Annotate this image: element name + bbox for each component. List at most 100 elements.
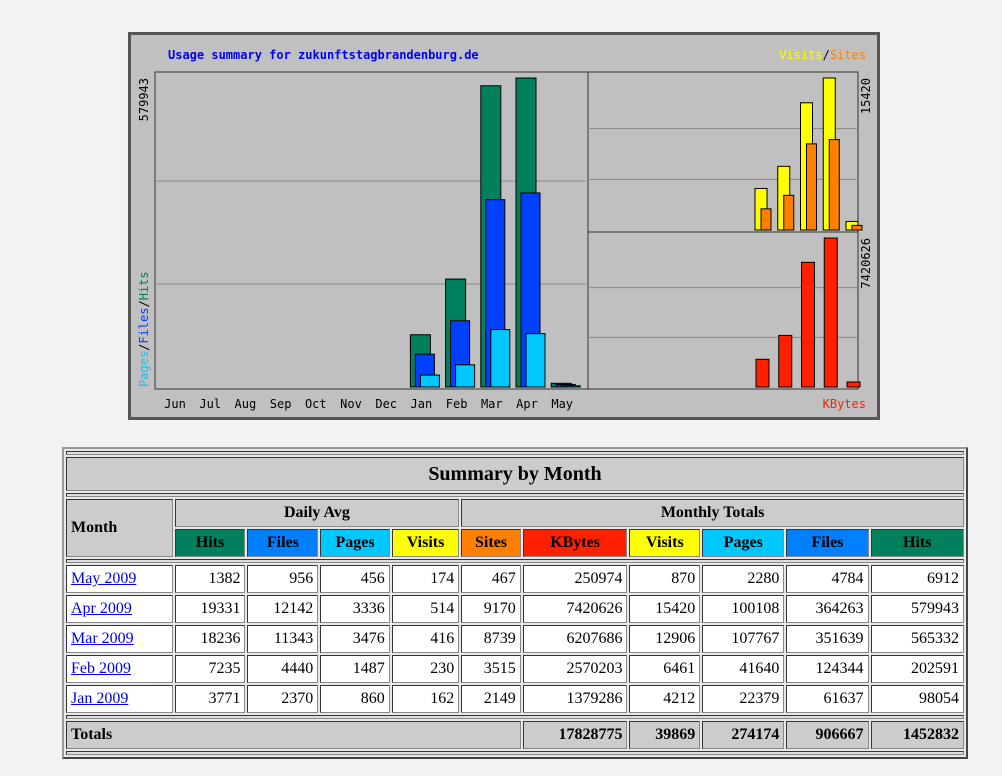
data-row: Jan 2009 3771 2370 860 162 2149 1379286 4212 223… <box>66 685 964 713</box>
month-label: Sep <box>270 397 292 411</box>
value-cell: 6461 <box>629 655 701 683</box>
kbytes-label: KBytes <box>823 397 866 411</box>
month-label: Mar <box>481 397 503 411</box>
value-cell: 41640 <box>702 655 785 683</box>
month-label: Nov <box>340 397 362 411</box>
month-header: Month <box>66 499 173 557</box>
rule <box>66 493 964 497</box>
month-cell: Mar 2009 <box>66 625 173 653</box>
month-label: Jul <box>199 397 221 411</box>
data-row: May 2009 1382 956 456 174 467 250974 870 2280 478… <box>66 565 964 593</box>
totals-label: Totals <box>66 721 521 749</box>
month-link[interactable]: Mar 2009 <box>71 630 134 647</box>
column-row: Hits Files Pages Visits Sites KBytes Visits Pag… <box>66 529 964 557</box>
column-header: Hits <box>174 529 246 557</box>
bar <box>783 194 795 231</box>
month-link[interactable]: Feb 2009 <box>71 660 131 677</box>
month-link[interactable]: Apr 2009 <box>71 600 132 617</box>
value-cell: 6912 <box>870 565 964 593</box>
spacer <box>66 751 964 755</box>
spacer <box>66 559 964 563</box>
month-label: Feb <box>446 397 468 411</box>
value-cell: 174 <box>391 565 460 593</box>
value-cell: 12906 <box>629 625 701 653</box>
column-header: Visits <box>391 529 460 557</box>
column-header: Sites <box>461 529 521 557</box>
spacer <box>66 451 964 455</box>
month-label: Jan <box>411 397 433 411</box>
column-header: Pages <box>320 529 390 557</box>
title-row: Summary by Month <box>66 457 964 491</box>
month-link[interactable]: Jan 2009 <box>71 690 129 707</box>
bar <box>778 334 793 388</box>
legend-item: / <box>137 344 151 351</box>
value-cell: 98054 <box>870 685 964 713</box>
data-row: Mar 2009 18236 11343 3476 416 8739 6207686 1290… <box>66 625 964 653</box>
legend: Visits/Sites <box>779 48 866 62</box>
value-cell: 8739 <box>461 625 521 653</box>
rule <box>66 751 964 755</box>
legend-item: Visits <box>779 48 822 62</box>
bar <box>846 381 861 388</box>
value-cell: 2149 <box>461 685 521 713</box>
bar <box>801 261 815 388</box>
bar <box>755 358 770 388</box>
value-cell: 7420626 <box>522 595 628 623</box>
bar <box>560 385 581 388</box>
group-header: Daily Avg <box>174 499 460 527</box>
value-cell: 3515 <box>461 655 521 683</box>
column-header: Pages <box>702 529 785 557</box>
column-header: KBytes <box>522 529 628 557</box>
legend-item: / <box>823 48 830 62</box>
value-cell: 579943 <box>870 595 964 623</box>
value-cell: 3336 <box>320 595 390 623</box>
value-cell: 956 <box>247 565 319 593</box>
value-cell: 1382 <box>174 565 246 593</box>
bar <box>760 208 772 231</box>
axis-max: 579943 <box>137 78 151 121</box>
data-row: Feb 2009 7235 4440 1487 230 3515 2570203 6461 41… <box>66 655 964 683</box>
value-cell: 100108 <box>702 595 785 623</box>
legend-item: Pages <box>137 351 151 387</box>
value-cell: 1379286 <box>522 685 628 713</box>
group-row: Month Daily Avg Monthly Totals <box>66 499 964 557</box>
legend-item: Hits <box>137 271 151 300</box>
bar <box>490 329 511 388</box>
value-cell: 4212 <box>629 685 701 713</box>
value-cell: 22379 <box>702 685 785 713</box>
value-cell: 11343 <box>247 625 319 653</box>
month-link[interactable]: May 2009 <box>71 570 137 587</box>
month-cell: May 2009 <box>66 565 173 593</box>
value-cell: 4440 <box>247 655 319 683</box>
value-cell: 4784 <box>786 565 869 593</box>
value-cell: 19331 <box>174 595 246 623</box>
value-cell: 514 <box>391 595 460 623</box>
value-cell: 2280 <box>702 565 785 593</box>
month-cell: Feb 2009 <box>66 655 173 683</box>
total-cell: 906667 <box>786 721 869 749</box>
value-cell: 9170 <box>461 595 521 623</box>
value-cell: 15420 <box>629 595 701 623</box>
legend-item: / <box>137 300 151 307</box>
spacer <box>66 493 964 497</box>
value-cell: 364263 <box>786 595 869 623</box>
chart-title: Usage summary for zukunftstagbrandenburg… <box>168 48 479 62</box>
value-cell: 467 <box>461 565 521 593</box>
value-cell: 860 <box>320 685 390 713</box>
month-label: Apr <box>516 397 538 411</box>
total-cell: 1452832 <box>870 721 964 749</box>
bar <box>525 333 546 388</box>
value-cell: 61637 <box>786 685 869 713</box>
value-cell: 230 <box>391 655 460 683</box>
value-cell: 351639 <box>786 625 869 653</box>
value-cell: 3771 <box>174 685 246 713</box>
totals-row: Totals 17828775 39869 274174 906667 1452832 <box>66 721 964 749</box>
spacer <box>66 715 964 719</box>
value-cell: 870 <box>629 565 701 593</box>
value-cell: 565332 <box>870 625 964 653</box>
value-cell: 1487 <box>320 655 390 683</box>
total-cell: 39869 <box>629 721 701 749</box>
month-label: Oct <box>305 397 327 411</box>
value-cell: 12142 <box>247 595 319 623</box>
